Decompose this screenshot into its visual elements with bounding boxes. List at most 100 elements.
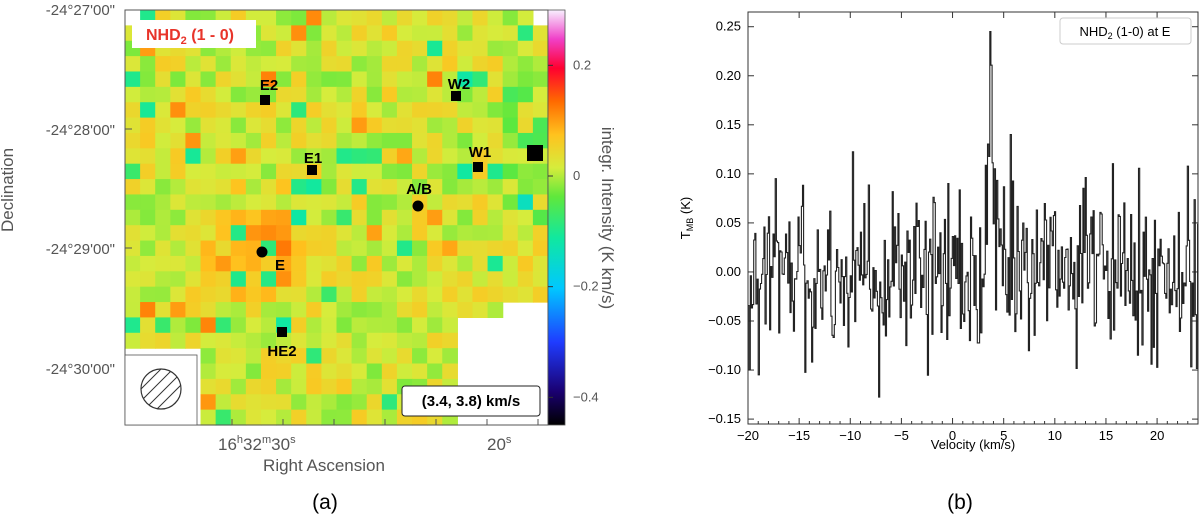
map-pixel (427, 363, 443, 380)
map-pixel (381, 86, 398, 103)
map-pixel (336, 332, 353, 349)
map-pixel (412, 225, 428, 242)
map-pixel (306, 25, 322, 42)
map-pixel (381, 56, 398, 73)
map-pixel (472, 56, 489, 73)
map-pixel (336, 271, 353, 288)
map-pixel (351, 255, 368, 272)
map-pixel (291, 378, 307, 395)
spectrum-x-tick-label: 5 (1000, 428, 1007, 443)
map-pixel (381, 194, 398, 211)
map-pixel (472, 102, 489, 119)
map-pixel (230, 117, 247, 134)
map-pixel (396, 302, 413, 319)
map-pixel (442, 302, 458, 319)
map-pixel (472, 117, 489, 134)
map-pixel (487, 10, 504, 26)
map-pixel (412, 332, 428, 349)
map-pixel (321, 148, 338, 165)
map-pixel (381, 179, 398, 196)
map-pixel (427, 271, 443, 288)
map-pixel (532, 179, 549, 196)
map-pixel (260, 378, 277, 395)
map-pixel (185, 102, 202, 119)
map-pixel (457, 302, 474, 319)
map-pixel (276, 209, 292, 226)
map-pixel (412, 317, 428, 334)
map-pixel (502, 56, 519, 73)
map-pixel (381, 332, 398, 349)
map-pixel (396, 10, 413, 26)
map-pixel (140, 209, 156, 226)
map-pixel (502, 163, 519, 180)
map-pixel (457, 71, 474, 88)
map-pixel (351, 348, 368, 365)
map-pixel (276, 86, 292, 103)
map-pixel (200, 86, 217, 103)
map-pixel (532, 271, 549, 288)
map-pixel (487, 194, 504, 211)
map-pixel (427, 332, 443, 349)
map-pixel (185, 225, 202, 242)
map-pixel (396, 348, 413, 365)
map-pixel (321, 209, 338, 226)
source-label-e: E (275, 257, 285, 274)
map-pixel (351, 302, 368, 319)
map-pixel (260, 394, 277, 411)
source-markers: E2 W2 E1 W1 A/B E HE2 (256, 76, 491, 360)
colorbar-tick-label: 0 (573, 168, 580, 183)
map-pixel (351, 179, 368, 196)
map-pixel (351, 56, 368, 73)
map-pixel (200, 348, 217, 365)
map-pixel (215, 240, 232, 257)
map-pixel (396, 71, 413, 88)
map-pixel (502, 25, 519, 42)
map-pixel (517, 179, 534, 196)
panel-b-label: (b) (947, 491, 973, 514)
map-pixel (276, 25, 292, 42)
map-pixel (321, 10, 338, 26)
map-pixel (532, 209, 549, 226)
map-pixel (230, 56, 247, 73)
map-title: NHD2 (1 - 0) (146, 27, 234, 47)
map-pixel (472, 132, 489, 149)
map-pixel (321, 179, 338, 196)
map-pixel (215, 56, 232, 73)
map-pixel (155, 332, 171, 349)
map-pixel (170, 194, 187, 211)
map-pixel (366, 348, 383, 365)
map-pixel (366, 148, 383, 165)
map-pixel (230, 317, 247, 334)
map-pixel (381, 25, 398, 42)
map-pixel (396, 163, 413, 180)
map-pixel (185, 179, 202, 196)
map-pixel (306, 194, 322, 211)
map-pixel (532, 56, 549, 73)
map-pixel (215, 71, 232, 88)
map-pixel (291, 71, 307, 88)
map-pixel (155, 317, 171, 334)
map-pixel (487, 271, 504, 288)
map-pixel (155, 71, 171, 88)
map-pixel (427, 286, 443, 303)
map-pixel (487, 102, 504, 119)
map-pixel (140, 179, 156, 196)
map-pixel (427, 40, 443, 57)
map-pixel (125, 302, 141, 319)
map-pixel (245, 102, 262, 119)
map-pixel (276, 225, 292, 242)
map-pixel (336, 132, 353, 149)
map-pixel (412, 132, 428, 149)
map-pixel (351, 363, 368, 380)
map-pixel (381, 363, 398, 380)
map-pixel (427, 102, 443, 119)
map-pixel (230, 348, 247, 365)
map-pixel (381, 163, 398, 180)
source-label-e1: E1 (304, 150, 322, 167)
map-pixel (336, 148, 353, 165)
map-pixel (276, 286, 292, 303)
map-pixel (291, 225, 307, 242)
map-pixel (366, 56, 383, 73)
map-pixel (532, 25, 549, 42)
map-pixel (427, 25, 443, 42)
